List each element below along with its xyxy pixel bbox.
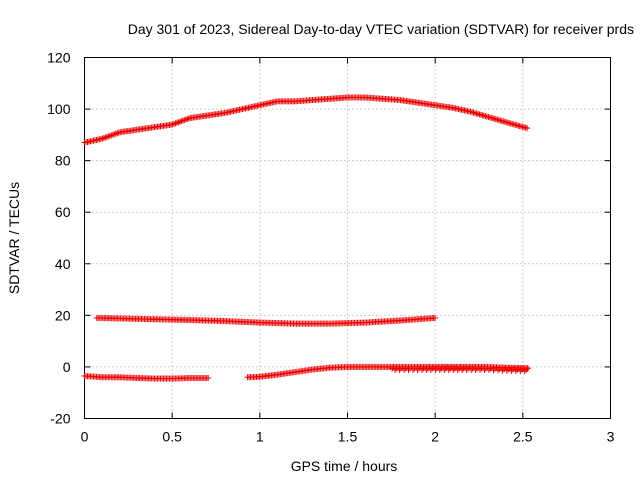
x-tick-label: 0.5 <box>162 429 182 445</box>
x-tick-label: 1.5 <box>338 429 358 445</box>
y-tick-label: 0 <box>63 359 71 375</box>
x-tick-label: 2 <box>431 429 439 445</box>
axis-ticks: 0 0.5 1 1.5 2 2.5 3 -20 0 20 40 60 80 100 120 <box>47 50 614 445</box>
y-tick-label: -20 <box>50 411 70 427</box>
series-lower-b <box>244 363 531 381</box>
y-tick-label: 60 <box>55 204 71 220</box>
x-tick-label: 1 <box>256 429 264 445</box>
y-axis-label: SDTVAR / TECUs <box>6 182 22 294</box>
grid <box>84 57 611 419</box>
y-tick-label: 100 <box>47 101 71 117</box>
chart-title: Day 301 of 2023, Sidereal Day-to-day VTE… <box>128 21 634 37</box>
x-axis-label: GPS time / hours <box>291 458 398 474</box>
series-upper <box>81 94 531 146</box>
data-series <box>81 94 531 382</box>
x-tick-label: 0 <box>81 429 89 445</box>
series-lower-a <box>81 372 212 382</box>
series-middle <box>93 314 439 327</box>
x-tick-label: 2.5 <box>513 429 533 445</box>
y-tick-label: 40 <box>55 256 71 272</box>
x-tick-label: 3 <box>607 429 615 445</box>
y-tick-label: 20 <box>55 307 71 323</box>
y-tick-label: 80 <box>55 153 71 169</box>
y-tick-label: 120 <box>47 50 71 66</box>
